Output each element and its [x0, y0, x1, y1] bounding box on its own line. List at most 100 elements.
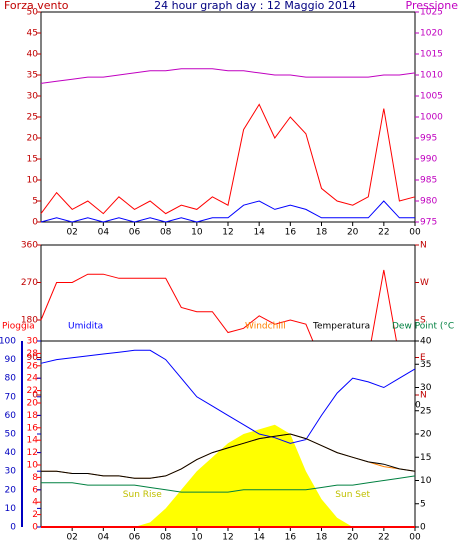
x-tick-label: 22 [378, 228, 389, 238]
y-tick-label: 0 [32, 391, 38, 401]
y2-tick-label: 1000 [420, 113, 443, 123]
y-tick-label: 26 [27, 361, 39, 371]
x-tick-label: 22 [378, 533, 389, 543]
y-tick-label: 5 [32, 197, 38, 207]
y2-tick-label: 25 [420, 406, 431, 416]
y-tick-label: 12 [27, 448, 38, 458]
x-tick-label: 08 [160, 533, 172, 543]
annotation: Sun Set [335, 490, 370, 500]
y2-tick-label: N [420, 391, 427, 401]
y-tick-label: 10 [27, 176, 39, 186]
y2-tick-label: 1005 [420, 92, 443, 102]
x-tick-label: 20 [347, 533, 359, 543]
chart-title: 24 hour graph day : 12 Maggio 2014 [154, 0, 356, 12]
y2-tick-label: 15 [420, 453, 431, 463]
y2-tick-label: 40 [420, 337, 432, 347]
legend-label: Pioggia [2, 322, 35, 332]
y3-tick-label: 60 [5, 411, 17, 421]
y-tick-label: 45 [27, 29, 38, 39]
x-tick-label: 04 [98, 533, 110, 543]
pressure-label: Pressione [406, 0, 459, 12]
y2-tick-label: 980 [420, 197, 437, 207]
y3-tick-label: 50 [5, 430, 17, 440]
y2-tick-label: 30 [420, 383, 432, 393]
y3-tick-label: 100 [0, 337, 16, 347]
y3-tick-label: 20 [5, 485, 17, 495]
y-tick-label: 18 [27, 411, 39, 421]
y2-tick-label: W [420, 278, 429, 288]
y2-tick-label: 985 [420, 176, 437, 186]
x-tick-label: 00 [409, 533, 421, 543]
series-line [40, 68, 416, 84]
x-tick-label: 14 [253, 228, 265, 238]
y-tick-label: 270 [21, 278, 38, 288]
y-tick-label: 0 [32, 218, 38, 228]
y2-tick-label: 1015 [420, 50, 443, 60]
area [41, 424, 415, 527]
x-tick-label: 04 [98, 228, 110, 238]
y-tick-label: 8 [32, 473, 38, 483]
x-tick-label: 08 [160, 228, 172, 238]
y-tick-label: 20 [27, 399, 39, 409]
y2-tick-label: 990 [420, 155, 437, 165]
plot-area [40, 11, 416, 223]
y3-tick-label: 80 [5, 374, 17, 384]
y-tick-label: 6 [32, 485, 38, 495]
y2-tick-label: S [420, 316, 426, 326]
y-tick-label: 2 [32, 510, 38, 520]
y3-tick-label: 90 [5, 355, 17, 365]
x-tick-label: 10 [191, 533, 203, 543]
y3-tick-label: 10 [5, 504, 17, 514]
series-line [40, 103, 416, 215]
x-tick-label: 02 [66, 533, 77, 543]
series-line [41, 433, 416, 479]
legend-label: Windchill [245, 322, 286, 332]
y-tick-label: 35 [27, 71, 38, 81]
y2-tick-label: 35 [420, 360, 431, 370]
y-tick-label: 180 [21, 316, 38, 326]
legend-label: Dew Point (°C [392, 322, 454, 332]
y3-tick-label: 70 [5, 392, 17, 402]
series-line [41, 475, 416, 493]
y-tick-label: 15 [27, 155, 38, 165]
y-tick-label: 40 [27, 50, 39, 60]
y2-tick-label: 1010 [420, 71, 443, 81]
y2-tick-label: 5 [420, 499, 426, 509]
legend-label: Umidita [68, 322, 103, 332]
x-tick-label: 18 [316, 228, 328, 238]
y2-tick-label: 0 [420, 523, 426, 533]
y-tick-label: 24 [27, 374, 39, 384]
y2-tick-label: 975 [420, 218, 437, 228]
series-line [40, 349, 416, 444]
y-tick-label: 16 [27, 423, 39, 433]
x-tick-label: 16 [285, 228, 297, 238]
x-tick-label: 00 [409, 228, 421, 238]
x-tick-label: 12 [222, 533, 233, 543]
x-tick-label: 02 [66, 228, 77, 238]
y-tick-label: 30 [27, 92, 39, 102]
y3-tick-label: 0 [10, 523, 16, 533]
y-tick-label: 90 [27, 353, 39, 363]
y-tick-label: 360 [21, 241, 38, 251]
y-tick-label: 14 [27, 436, 39, 446]
legend-label: Temperatura [312, 322, 370, 332]
y2-tick-label: 1025 [420, 8, 443, 18]
annotation: Sun Rise [123, 490, 162, 500]
x-tick-label: 12 [222, 228, 233, 238]
y-tick-label: 20 [27, 134, 39, 144]
wind-label: Forza vento [4, 0, 69, 12]
y-tick-label: 50 [27, 8, 39, 18]
y3-tick-label: 30 [5, 467, 17, 477]
y-tick-label: 30 [27, 337, 39, 347]
y2-tick-label: 995 [420, 134, 437, 144]
y-tick-label: 28 [27, 349, 39, 359]
y-tick-label: 0 [32, 523, 38, 533]
y2-tick-label: N [420, 241, 427, 251]
x-tick-label: 14 [253, 533, 265, 543]
x-tick-label: 16 [285, 533, 297, 543]
x-tick-label: 06 [129, 228, 141, 238]
y2-tick-label: 10 [420, 476, 432, 486]
y2-tick-label: 20 [420, 430, 432, 440]
y-tick-label: 10 [27, 461, 39, 471]
